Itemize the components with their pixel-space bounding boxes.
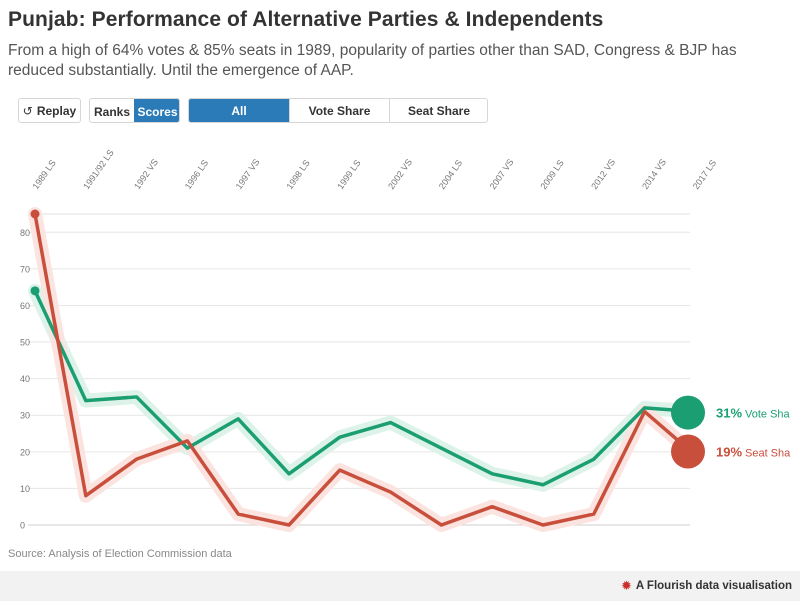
flourish-credit-label: A Flourish data visualisation [635,580,792,592]
footer-bar: ✹ A Flourish data visualisation [0,571,800,601]
filter-all-button[interactable]: All [189,99,289,122]
replay-button[interactable]: ↺ Replay [18,98,81,123]
x-tick-label: 1998 LS [284,158,311,191]
series-line [33,212,698,527]
x-tick-label: 2017 LS [691,158,718,191]
x-tick-label: 2012 VS [589,157,617,191]
series-end-name: Vote Sha [745,409,791,421]
filter-vote-share-button[interactable]: Vote Share [289,99,389,122]
scores-button[interactable]: Scores [134,99,179,122]
x-tick-label: 2007 VS [488,157,516,191]
y-tick-label: 80 [20,228,30,238]
y-tick-label: 0 [20,521,25,531]
x-tick-label: 1996 LS [183,158,210,191]
y-tick-label: 20 [20,447,30,457]
flourish-credit[interactable]: ✹ A Flourish data visualisation [621,578,792,594]
line-chart: 0 10 20 30 40 50 60 70 80 1989 LS 1991/92 LS 1992 V… [20,148,791,532]
x-tick-label: 1997 VS [234,157,262,191]
replay-icon: ↺ [22,103,33,118]
chart-subtitle: From a high of 64% votes & 85% seats in … [8,42,737,79]
y-tick-label: 30 [20,411,30,421]
series-start-point [30,209,40,219]
series-filter[interactable]: All Vote Share Seat Share [188,98,488,123]
x-tick-label: 2004 LS [437,158,464,191]
y-tick-label: 70 [20,264,30,274]
ranks-button[interactable]: Ranks [93,104,131,119]
y-tick-label: 50 [20,338,30,348]
y-tick-label: 40 [20,374,30,384]
series-end-value: 19% [716,444,742,459]
flourish-icon: ✹ [620,578,632,593]
series-halo [28,207,703,532]
ranks-scores-toggle[interactable]: Ranks Scores [89,98,180,123]
x-tick-label: 2002 VS [386,157,414,191]
x-tick-label: 2014 VS [640,157,668,191]
series-start-point [30,286,40,296]
x-tick-label: 1989 LS [30,158,57,191]
series-end-bubble [671,395,705,430]
x-tick-label: 1999 LS [335,158,362,191]
y-tick-label: 10 [20,484,30,494]
x-tick-label: 1991/92 LS [81,148,116,191]
chart-title: Punjab: Performance of Alternative Parti… [8,8,604,31]
series-end-name: Seat Sha [745,447,791,459]
source-note: Source: Analysis of Election Commission … [8,548,232,560]
y-tick-label: 60 [20,301,30,311]
filter-seat-share-button[interactable]: Seat Share [389,99,487,122]
series-end-value: 31% [716,406,742,421]
replay-label: Replay [36,103,77,118]
x-tick-label: 2009 LS [538,158,565,191]
series-line [33,289,698,487]
series-end-bubble [671,434,705,469]
x-tick-label: 1992 VS [132,157,160,191]
